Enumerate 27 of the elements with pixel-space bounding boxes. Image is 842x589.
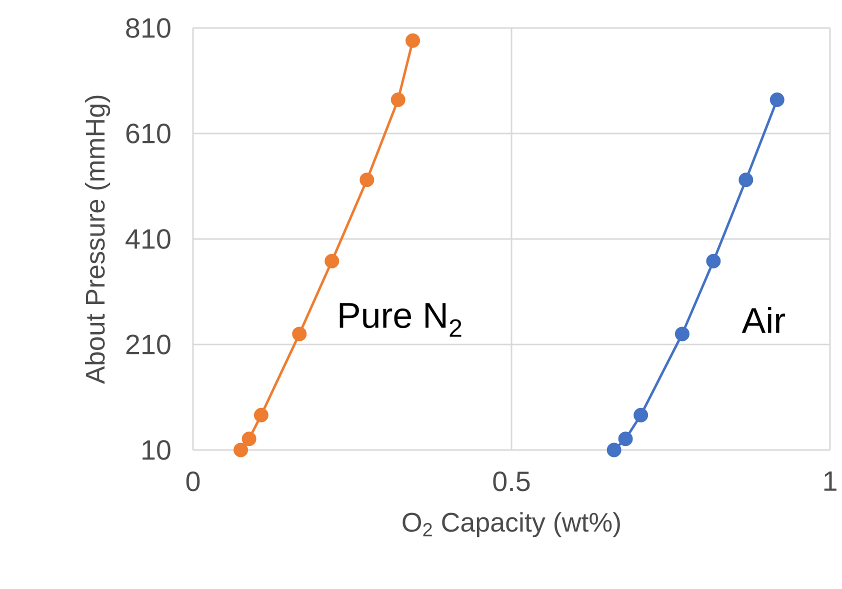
point	[606, 442, 622, 458]
point	[738, 172, 754, 188]
point	[234, 442, 248, 458]
point	[292, 326, 307, 342]
point	[406, 33, 420, 48]
y-tick-label: 10	[142, 440, 170, 460]
point	[242, 432, 256, 446]
point	[634, 408, 648, 422]
point	[390, 92, 406, 107]
x-tick-label: 0.5	[493, 472, 530, 492]
y-axis-title: About Pressure (mmHg)	[85, 96, 110, 384]
y-tick-label: 610	[126, 124, 170, 144]
point	[770, 92, 784, 107]
point	[324, 254, 340, 268]
point	[360, 172, 374, 188]
x-tick-label: 1	[824, 472, 836, 491]
y-tick-label: 410	[126, 229, 170, 249]
y-tick-label: 810	[126, 18, 170, 38]
x-axis-title: O$_{2}$ Capacity (wt%)	[402, 512, 620, 538]
series-label: Pure N$_{2}$	[340, 303, 462, 337]
point	[254, 408, 268, 422]
point	[706, 254, 721, 268]
point	[618, 432, 633, 446]
series-label: Air	[742, 306, 785, 333]
point	[674, 326, 690, 342]
y-tick-label: 210	[126, 334, 170, 354]
x-tick-label: 0	[186, 472, 200, 492]
